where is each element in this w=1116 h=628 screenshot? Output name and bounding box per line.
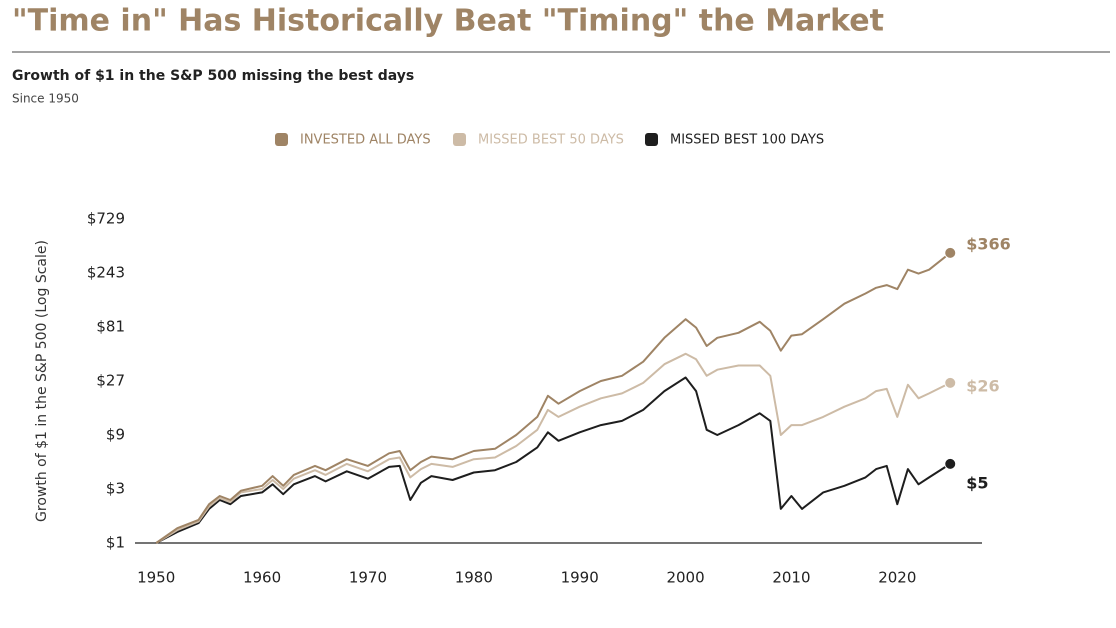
end-point — [944, 457, 957, 470]
legend-marker — [453, 133, 466, 146]
note: Since 1950 — [12, 92, 79, 106]
x-tick-label: 1970 — [349, 569, 387, 587]
y-tick-label: $27 — [96, 372, 125, 390]
end-point — [944, 246, 957, 259]
x-tick-label: 1980 — [455, 569, 493, 587]
x-tick-label: 2000 — [666, 569, 704, 587]
subtitle: Growth of $1 in the S&P 500 missing the … — [12, 68, 414, 84]
x-tick-label: 1950 — [137, 569, 175, 587]
legend-label: MISSED BEST 100 DAYS — [670, 133, 824, 148]
y-tick-label: $9 — [106, 426, 125, 444]
y-tick-label: $1 — [106, 534, 125, 552]
series-line — [155, 376, 951, 544]
y-tick-label: $729 — [87, 210, 125, 228]
value-label: $366 — [966, 234, 1011, 253]
x-tick-label: 1960 — [243, 569, 281, 587]
y-tick-label: $81 — [96, 318, 125, 336]
legend-label: INVESTED ALL DAYS — [300, 133, 431, 148]
value-label: $26 — [966, 376, 999, 395]
x-tick-label: 2010 — [772, 569, 810, 587]
y-axis-label: Growth of $1 in the S&P 500 (Log Scale) — [34, 240, 50, 522]
series-line — [155, 252, 951, 544]
end-point — [944, 376, 957, 389]
chart-title: "Time in" Has Historically Beat "Timing"… — [12, 4, 884, 39]
legend-marker — [275, 133, 288, 146]
x-tick-label: 1990 — [561, 569, 599, 587]
x-tick-label: 2020 — [878, 569, 916, 587]
value-label: $5 — [966, 473, 988, 492]
legend-label: MISSED BEST 50 DAYS — [478, 133, 624, 148]
series-line — [155, 352, 951, 544]
legend-marker — [645, 133, 658, 146]
y-tick-label: $3 — [106, 480, 125, 498]
y-tick-label: $243 — [87, 264, 125, 282]
